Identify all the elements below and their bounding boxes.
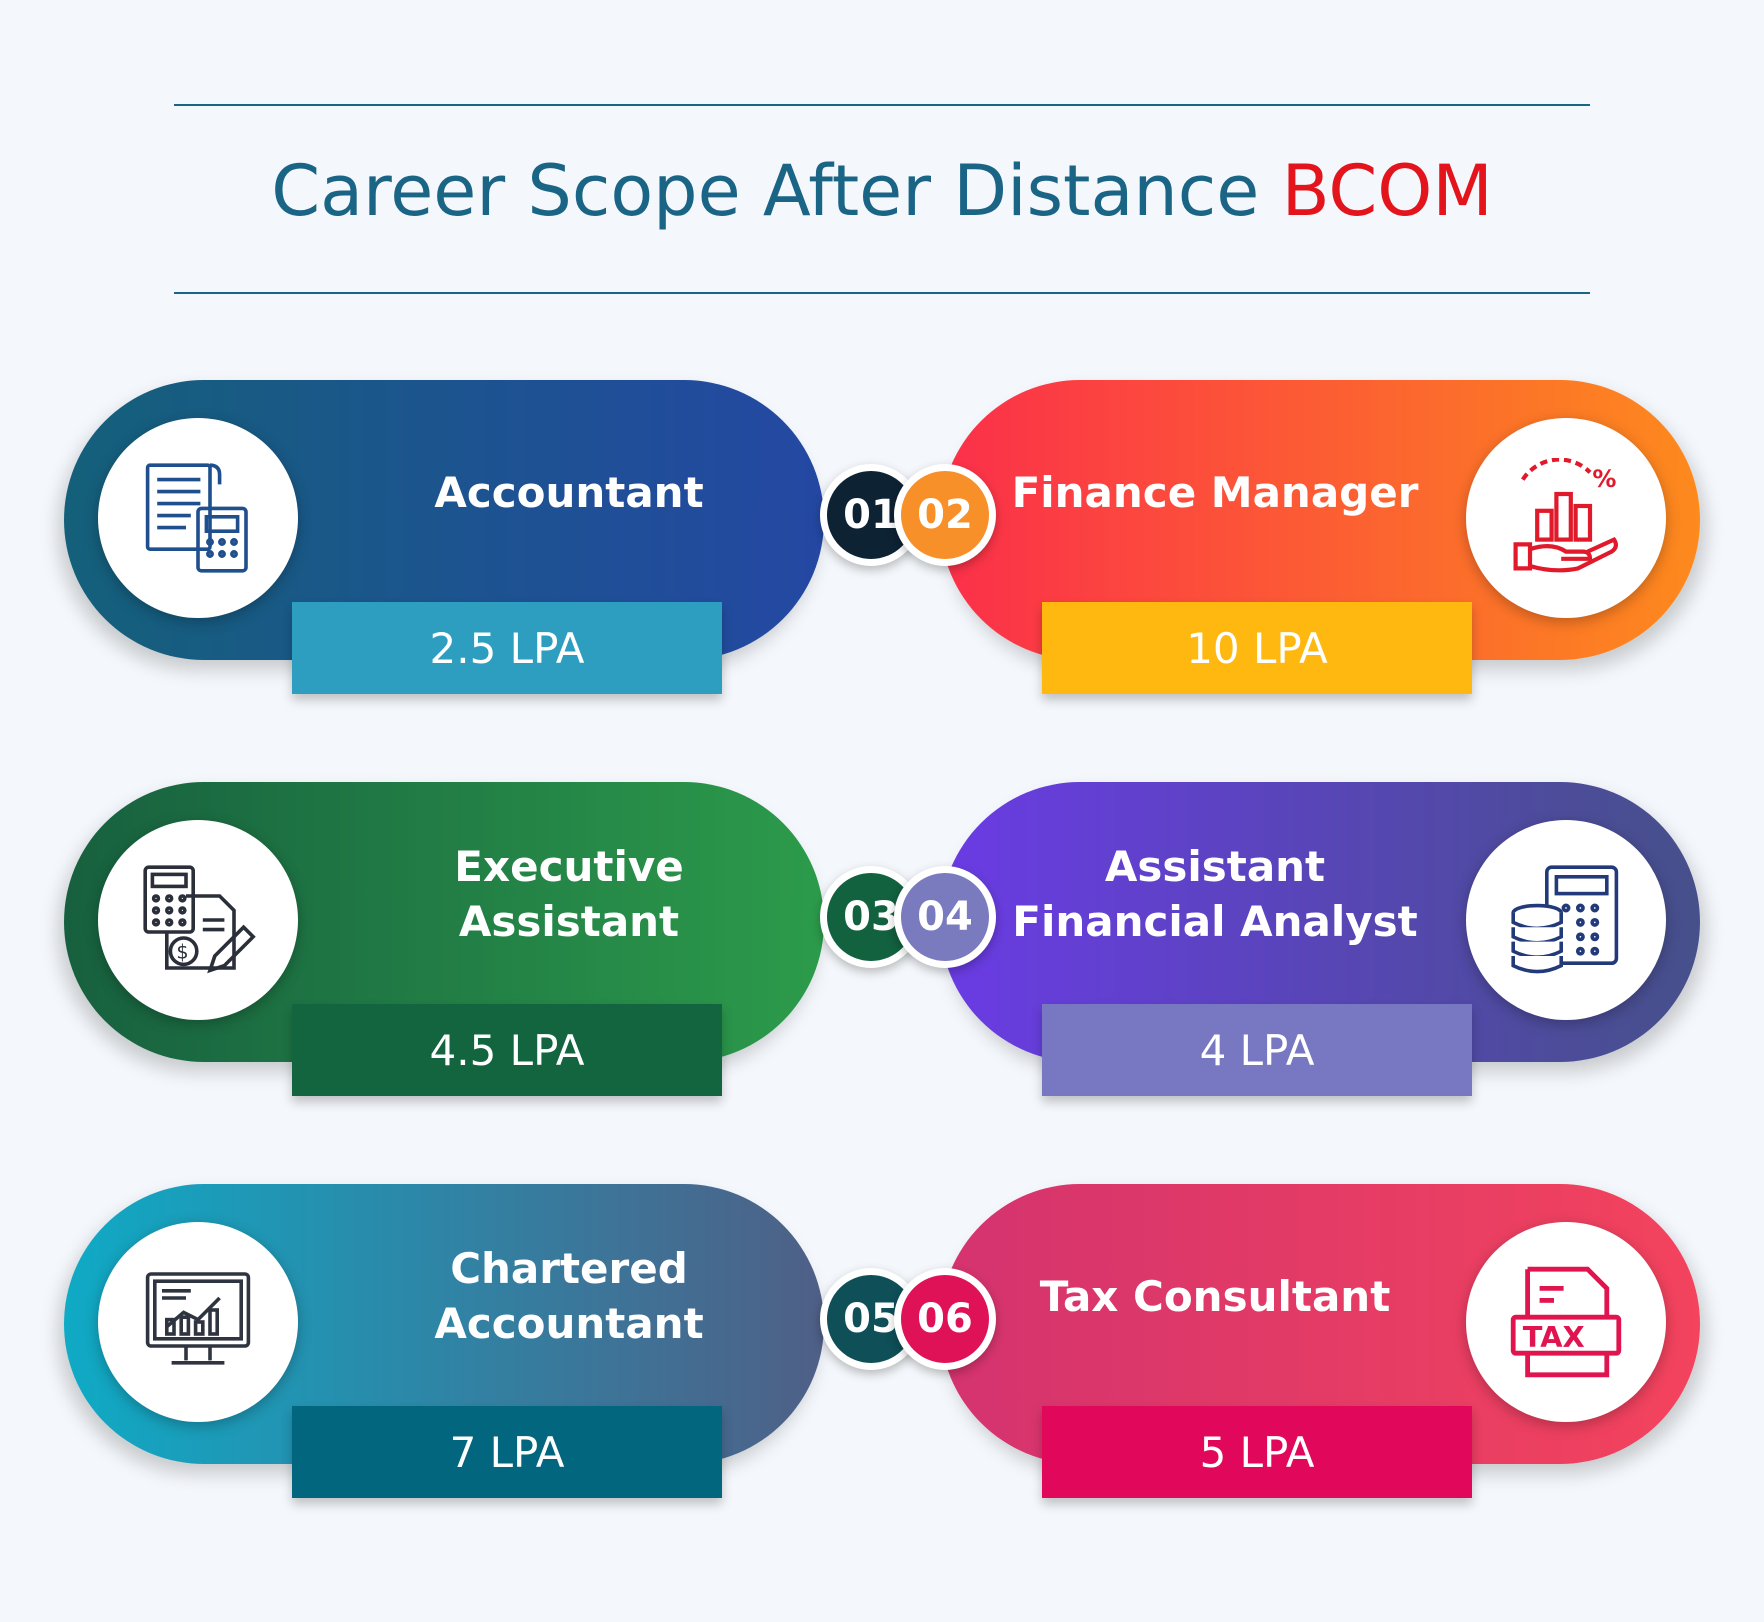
role-title: Executive Assistant [454, 842, 684, 946]
icon-circle: $ [98, 820, 298, 1020]
salary-badge-3: 4.5 LPA [292, 1004, 722, 1096]
calculator-document-dollar-icon: $ [143, 865, 256, 974]
top-rule [174, 104, 1590, 106]
salary-badge-4: 4 LPA [1042, 1004, 1472, 1096]
number-badge-4: 04 [894, 866, 996, 968]
icon-circle [1466, 820, 1666, 1020]
tax-document-icon: TAX [1510, 1266, 1622, 1378]
svg-text:TAX: TAX [1523, 1320, 1585, 1354]
role-title: Chartered Accountant [434, 1244, 704, 1348]
coins-calculator-icon [1511, 865, 1619, 974]
icon-circle: % [1466, 418, 1666, 618]
invoice-calculator-icon [145, 463, 248, 573]
page-title: Career Scope After Distance BCOM [0, 150, 1764, 232]
salary-badge-2: 10 LPA [1042, 602, 1472, 694]
role-title: Tax Consultant [1039, 1271, 1391, 1321]
salary-badge-6: 5 LPA [1042, 1406, 1472, 1498]
monitor-chart-icon [145, 1272, 251, 1365]
role-title: Accountant [434, 467, 704, 517]
hand-chart-percent-icon: % [1513, 458, 1619, 573]
icon-circle: TAX [1466, 1222, 1666, 1422]
salary-badge-5: 7 LPA [292, 1406, 722, 1498]
icon-circle [98, 1222, 298, 1422]
number-badge-2: 02 [894, 464, 996, 566]
salary-badge-1: 2.5 LPA [292, 602, 722, 694]
bottom-rule [174, 292, 1590, 294]
title-main: Career Scope After Distance [271, 150, 1260, 232]
number-badge-6: 06 [894, 1268, 996, 1370]
title-highlight: BCOM [1281, 150, 1493, 232]
svg-text:$: $ [176, 940, 188, 963]
role-title: Assistant Financial Analyst [1012, 842, 1418, 946]
icon-circle [98, 418, 298, 618]
svg-text:%: % [1592, 465, 1616, 493]
role-title: Finance Manager [1011, 467, 1419, 517]
